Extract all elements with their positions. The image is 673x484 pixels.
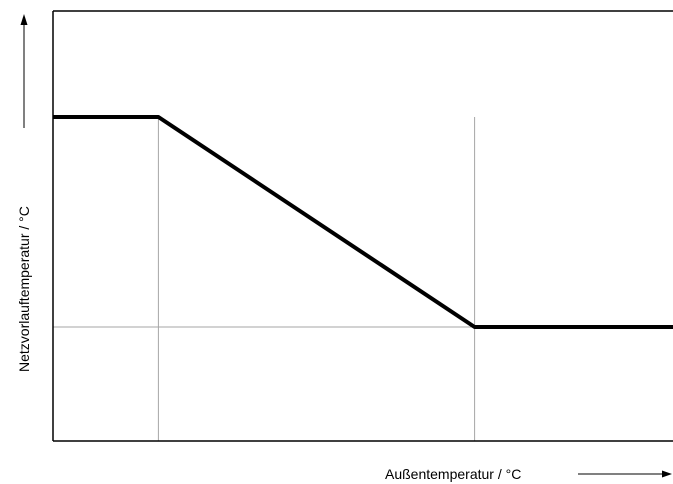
curve-layer bbox=[53, 115, 673, 329]
reference-lines bbox=[53, 117, 673, 441]
x-axis-arrow bbox=[578, 470, 672, 478]
x-axis-label: Außentemperatur / °C bbox=[385, 466, 521, 482]
y-axis-label: Netzvorlauftemperatur / °C bbox=[16, 206, 32, 372]
y-axis-arrow bbox=[20, 14, 28, 128]
series-line-1 bbox=[53, 115, 673, 329]
